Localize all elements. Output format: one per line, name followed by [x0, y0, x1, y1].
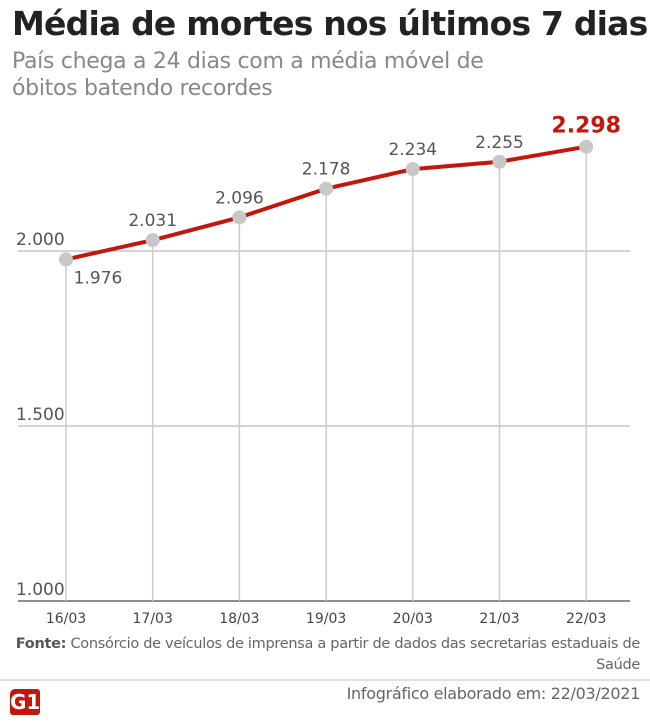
source-label: Fonte: — [15, 636, 67, 652]
data-point — [492, 154, 507, 169]
data-label: 2.031 — [128, 211, 177, 231]
line-chart: 1.000 1.500 2.000 16/03 17/03 18/03 19/03 20/03… — [16, 114, 630, 627]
data-label: 2.255 — [475, 133, 524, 153]
data-label: 2.234 — [388, 140, 437, 160]
data-point — [579, 139, 594, 154]
chart-subtitle: País chega a 24 dias com a média móvel d… — [12, 49, 484, 101]
data-label: 2.298 — [551, 114, 621, 139]
x-tick-label: 16/03 — [46, 611, 86, 627]
source-note: Fonte: Consórcio de veículos de imprensa… — [0, 634, 641, 676]
data-point — [145, 233, 160, 248]
x-tick-label: 22/03 — [566, 611, 606, 627]
data-label: 2.178 — [302, 160, 351, 180]
chart-title: Média de mortes nos últimos 7 dias — [12, 4, 648, 43]
source-text: Consórcio de veículos de imprensa a part… — [70, 636, 640, 673]
x-tick-label: 20/03 — [393, 611, 433, 627]
y-tick-label: 1.000 — [16, 580, 65, 600]
footer-divider — [0, 679, 650, 681]
x-tick-label: 17/03 — [133, 611, 173, 627]
g1-logo: G1 — [10, 689, 41, 715]
data-label: 1.976 — [74, 268, 123, 288]
y-tick-label: 2.000 — [16, 230, 65, 250]
x-tick-label: 21/03 — [479, 611, 519, 627]
data-label: 2.096 — [215, 188, 264, 208]
x-tick-label: 19/03 — [306, 611, 346, 627]
data-point — [232, 210, 247, 225]
data-point — [405, 162, 420, 177]
data-point — [59, 252, 73, 267]
x-tick-label: 18/03 — [219, 611, 259, 627]
credit-text: Infográfico elaborado em: 22/03/2021 — [346, 684, 641, 703]
data-point — [319, 181, 334, 196]
y-tick-label: 1.500 — [16, 405, 65, 425]
